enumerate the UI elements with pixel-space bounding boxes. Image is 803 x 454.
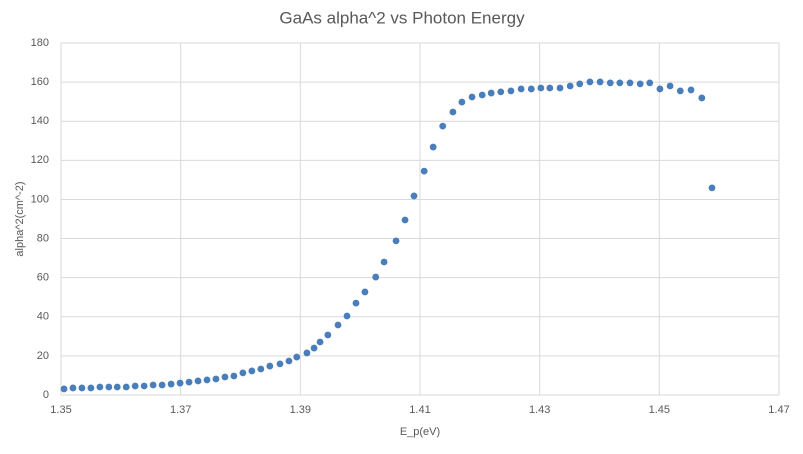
data-point (194, 377, 202, 385)
data-point (122, 383, 130, 391)
data-point (566, 82, 574, 90)
data-point (606, 79, 614, 87)
data-point (69, 384, 77, 392)
data-point (527, 85, 535, 93)
data-point (596, 78, 604, 86)
data-point (468, 93, 476, 101)
data-point (113, 383, 121, 391)
data-point (87, 384, 95, 392)
data-point (687, 86, 695, 94)
data-point (616, 79, 624, 87)
data-point (361, 288, 369, 296)
data-point (285, 357, 293, 365)
data-point (420, 167, 428, 175)
y-tick-label: 80 (37, 232, 49, 244)
data-point (352, 299, 360, 307)
data-point (257, 365, 265, 373)
data-point (334, 321, 342, 329)
y-tick-label: 120 (31, 154, 49, 166)
data-point (676, 87, 684, 95)
data-point (185, 378, 193, 386)
data-point (372, 273, 380, 281)
data-point (556, 84, 564, 92)
y-tick-label: 160 (31, 76, 49, 88)
chart-title: GaAs alpha^2 vs Photon Energy (279, 8, 525, 27)
data-point (149, 381, 157, 389)
data-point (176, 379, 184, 387)
data-point (158, 381, 166, 389)
data-point (626, 79, 634, 87)
data-point (131, 382, 139, 390)
data-point (478, 91, 486, 99)
data-point (392, 237, 400, 245)
data-point (276, 360, 284, 368)
x-tick-label: 1.39 (290, 404, 311, 416)
data-point (576, 80, 584, 88)
x-tick-label: 1.41 (409, 404, 430, 416)
data-point (537, 84, 545, 92)
data-point (636, 80, 644, 88)
data-point (458, 98, 466, 106)
data-point (239, 369, 247, 377)
data-point (343, 312, 351, 320)
data-point (586, 78, 594, 86)
data-point (293, 353, 301, 361)
data-point (410, 192, 418, 200)
data-point (105, 383, 113, 391)
data-point (497, 88, 505, 96)
data-point (507, 87, 515, 95)
data-point (546, 84, 554, 92)
data-point (656, 85, 664, 93)
x-tick-label: 1.43 (529, 404, 550, 416)
y-tick-label: 40 (37, 311, 49, 323)
data-point (401, 216, 409, 224)
y-tick-label: 60 (37, 272, 49, 284)
y-tick-label: 0 (43, 389, 49, 401)
data-point (60, 385, 68, 393)
data-point (487, 89, 495, 97)
data-point (380, 258, 388, 266)
data-point (316, 338, 324, 346)
y-tick-label: 100 (31, 193, 49, 205)
y-tick-label: 20 (37, 350, 49, 362)
data-point (303, 349, 311, 357)
data-point (310, 344, 318, 352)
data-point (248, 367, 256, 375)
data-point (96, 383, 104, 391)
x-tick-label: 1.35 (50, 404, 71, 416)
y-axis-label: alpha^2(cm^-2) (14, 181, 26, 256)
x-tick-label: 1.45 (649, 404, 670, 416)
data-point (698, 94, 706, 102)
data-point (230, 372, 238, 380)
y-tick-label: 140 (31, 115, 49, 127)
data-point (324, 331, 332, 339)
data-point (78, 384, 86, 392)
data-point (212, 375, 220, 383)
x-tick-label: 1.37 (170, 404, 191, 416)
y-tick-label: 180 (31, 37, 49, 49)
data-point (266, 362, 274, 370)
data-point (429, 143, 437, 151)
data-point (666, 82, 674, 90)
data-point (517, 85, 525, 93)
data-point (708, 184, 716, 192)
x-axis-label: E_p(eV) (400, 426, 440, 438)
data-point (449, 108, 457, 116)
data-point (167, 380, 175, 388)
x-tick-label: 1.47 (768, 404, 789, 416)
data-point (221, 373, 229, 381)
data-point (140, 382, 148, 390)
data-point (646, 79, 654, 87)
data-point (203, 376, 211, 384)
data-point (439, 122, 447, 130)
